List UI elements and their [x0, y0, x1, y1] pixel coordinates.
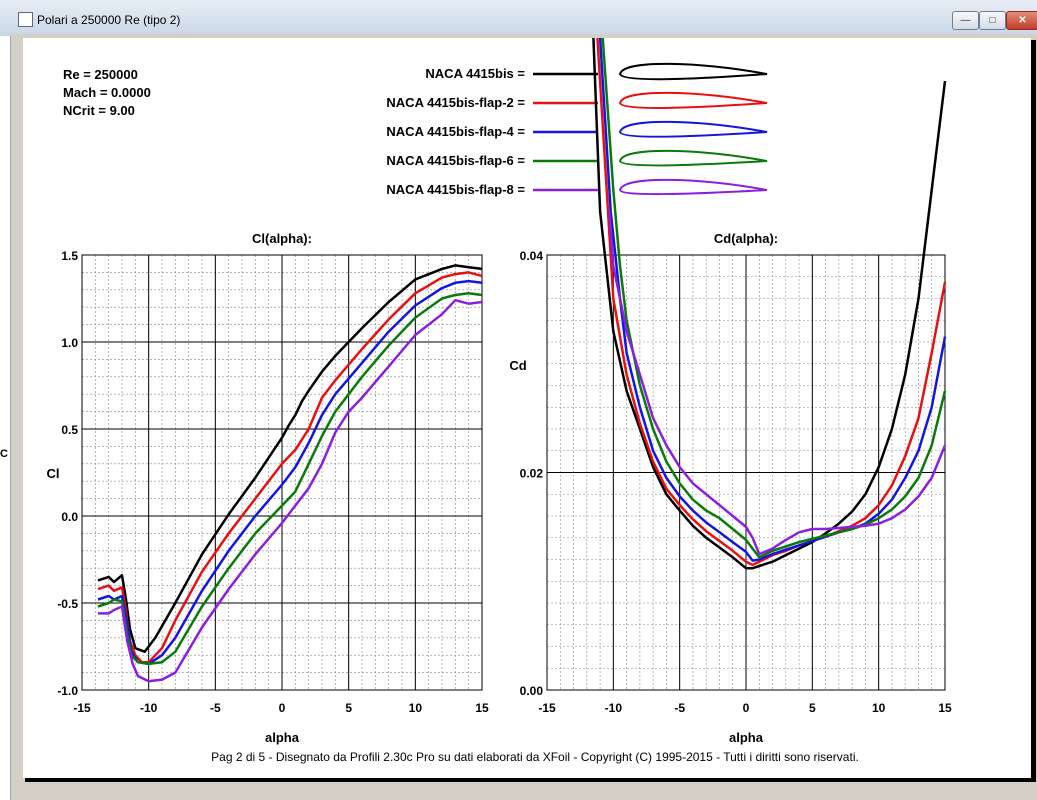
y-tick-label: -0.5	[57, 597, 78, 611]
info-ncrit: NCrit = 9.00	[63, 103, 135, 118]
x-axis-label: alpha	[729, 730, 764, 745]
series-group	[97, 264, 483, 683]
background-window-strip	[0, 0, 11, 800]
legend-label: NACA 4415bis-flap-8 =	[386, 182, 525, 197]
chart-title: Cl(alpha):	[252, 231, 312, 246]
x-tick-label: -10	[140, 701, 158, 715]
footer-copyright: Pag 2 di 5 - Disegnato da Profili 2.30c …	[211, 750, 859, 764]
x-tick-label: -15	[538, 701, 556, 715]
series-naca-4415bis-flap-2	[596, 38, 947, 567]
x-tick-label: 10	[872, 701, 886, 715]
x-tick-label: -15	[73, 701, 91, 715]
x-tick-label: 15	[938, 701, 952, 715]
airfoil-flap-6	[618, 149, 768, 167]
y-tick-label: 1.5	[61, 249, 78, 263]
x-tick-label: 0	[743, 701, 750, 715]
series-naca-4415bis-flap-4	[97, 279, 483, 666]
window-title: Polari a 250000 Re (tipo 2)	[37, 13, 181, 27]
minimize-button[interactable]: —	[952, 11, 979, 30]
x-tick-label: 10	[409, 701, 423, 715]
x-tick-label: -5	[210, 701, 221, 715]
series-naca-4415bis	[97, 264, 483, 653]
x-axis-label: alpha	[265, 730, 300, 745]
y-axis-label: Cd	[509, 358, 526, 373]
y-tick-label: 1.0	[61, 336, 78, 350]
x-tick-label: 5	[809, 701, 816, 715]
series-naca-4415bis-flap-8	[608, 211, 947, 556]
info-mach: Mach = 0.0000	[63, 85, 151, 100]
airfoil-flap-4	[618, 120, 768, 138]
airfoil-base	[618, 62, 768, 81]
series-group	[592, 38, 947, 570]
y-tick-label: 0.0	[61, 510, 78, 524]
plot-frame	[81, 254, 483, 691]
window-icon[interactable]	[18, 12, 33, 27]
cl-alpha-chart: -15 -10 -5 0 5 10 15 1.5 1.0 0.5 0.0 -0.5 -1.0 Cl(alp…	[47, 231, 489, 745]
cd-alpha-chart: -15 -10 -5 0 5 10 15 0.04 0.02 0.00 Cd(alpha): alph…	[509, 38, 952, 745]
plot-frame	[546, 254, 946, 691]
close-button[interactable]: ✕	[1006, 11, 1037, 30]
y-tick-label: 0.00	[520, 684, 544, 698]
maximize-button[interactable]: □	[979, 11, 1006, 30]
info-re: Re = 250000	[63, 67, 138, 82]
legend-label: NACA 4415bis-flap-2 =	[386, 95, 525, 110]
airfoil-flap-2	[618, 91, 768, 109]
y-tick-label: -1.0	[57, 684, 78, 698]
x-tick-label: -10	[605, 701, 623, 715]
x-tick-label: 0	[279, 701, 286, 715]
legend: NACA 4415bis = NACA 4415bis-flap-2 = NACA …	[386, 62, 768, 197]
y-tick-label: 0.02	[520, 467, 544, 481]
x-tick-label: 15	[475, 701, 489, 715]
series-naca-4415bis	[592, 38, 947, 570]
x-tick-label: -5	[674, 701, 685, 715]
page-shadow-bottom	[25, 778, 1036, 782]
y-axis-label: Cl	[47, 466, 60, 481]
series-naca-4415bis-flap-6	[601, 38, 947, 559]
legend-label: NACA 4415bis-flap-4 =	[386, 124, 525, 139]
legend-label: NACA 4415bis-flap-6 =	[386, 153, 525, 168]
y-tick-label: 0.04	[520, 249, 544, 263]
chart-title: Cd(alpha):	[714, 231, 778, 246]
y-tick-label: 0.5	[61, 423, 78, 437]
airfoil-flap-8	[618, 178, 768, 196]
series-naca-4415bis-flap-8	[98, 298, 483, 683]
background-side-glyph: C	[0, 448, 8, 460]
legend-label: NACA 4415bis =	[425, 66, 525, 81]
title-bar: Polari a 250000 Re (tipo 2) — □ ✕	[0, 0, 1037, 36]
x-tick-label: 5	[345, 701, 352, 715]
plot-page	[23, 38, 1031, 778]
series-naca-4415bis-flap-4	[598, 38, 947, 562]
page-shadow-right	[1031, 40, 1036, 782]
